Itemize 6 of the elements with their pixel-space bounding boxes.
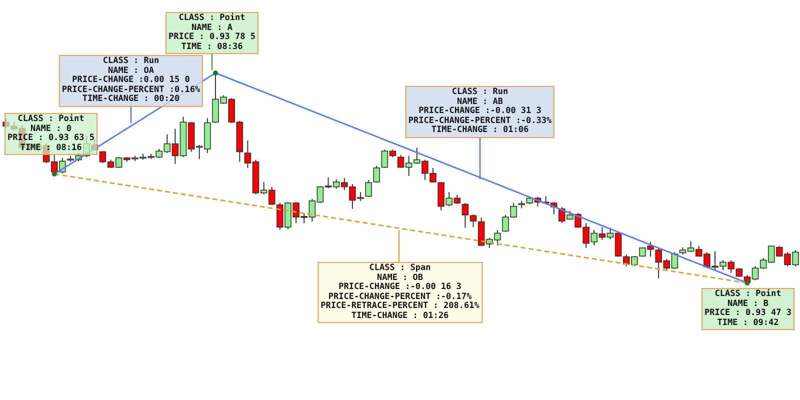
annotation: CLASS : Point NAME : 0 PRICE : 0.93 63 5 TIME : 08:16 [8,114,94,153]
annotation: CLASS : Run NAME : OA PRICE-CHANGE :0.00 15 0 PRICE-CHANGE-PERCENT :0.16% TIME-CHANGE : 00:20 [62,56,200,104]
annotation: CLASS : Span NAME : OB PRICE-CHANGE :-0.00 16 3 PRICE-CHANGE-PERCENT :-0.17% PRICE-RETRACE-PERCENT : 208.61% TIME-CHANGE : 01:26 [320,263,480,321]
text: CLASS : Point NAME : B PRICE : 0.93 47 3 TIME : 09:42 [704,289,792,328]
annotation: CLASS : Run NAME : AB PRICE-CHANGE :-0.00 31 3 PRICE-CHANGE-PERCENT :-0.33% TIME-CHANGE : 01:06 [408,87,552,136]
text: CLASS : Point NAME : A PRICE : 0.93 78 5 TIME : 08:36 [168,13,256,52]
